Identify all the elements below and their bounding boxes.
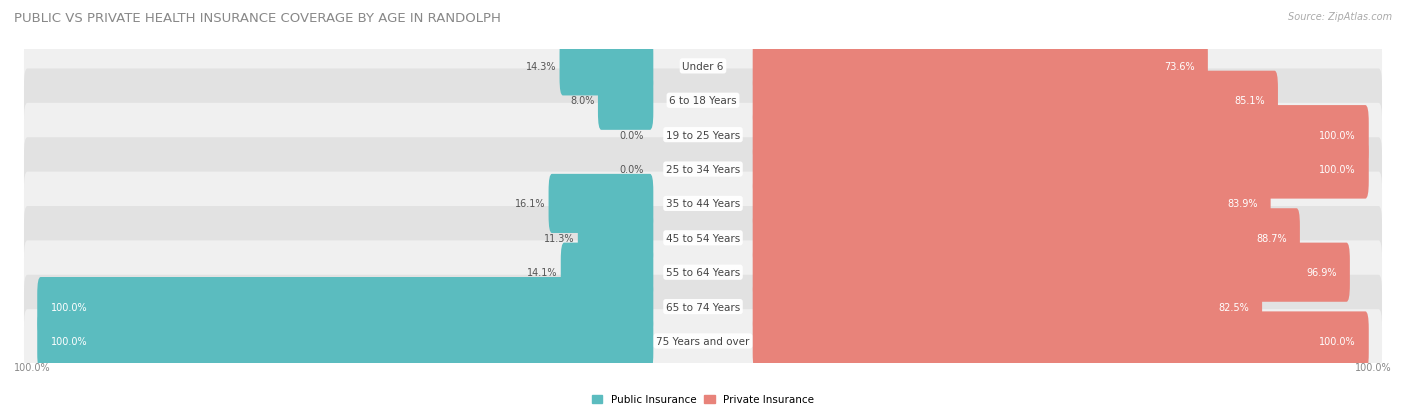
Text: 16.1%: 16.1%: [515, 199, 546, 209]
Text: 100.0%: 100.0%: [51, 336, 87, 346]
FancyBboxPatch shape: [752, 140, 1369, 199]
FancyBboxPatch shape: [752, 71, 1278, 131]
Text: 35 to 44 Years: 35 to 44 Years: [666, 199, 740, 209]
FancyBboxPatch shape: [24, 138, 1382, 202]
Text: 6 to 18 Years: 6 to 18 Years: [669, 96, 737, 106]
FancyBboxPatch shape: [24, 172, 1382, 236]
Text: 19 to 25 Years: 19 to 25 Years: [666, 131, 740, 140]
Text: 14.3%: 14.3%: [526, 62, 557, 72]
FancyBboxPatch shape: [752, 243, 1350, 302]
FancyBboxPatch shape: [752, 209, 1301, 268]
Text: 14.1%: 14.1%: [527, 268, 557, 278]
FancyBboxPatch shape: [752, 312, 1369, 370]
Text: 0.0%: 0.0%: [619, 131, 644, 140]
Text: 82.5%: 82.5%: [1218, 302, 1249, 312]
Text: Under 6: Under 6: [682, 62, 724, 72]
Text: 8.0%: 8.0%: [571, 96, 595, 106]
Text: 83.9%: 83.9%: [1227, 199, 1257, 209]
Text: 100.0%: 100.0%: [51, 302, 87, 312]
Text: Source: ZipAtlas.com: Source: ZipAtlas.com: [1288, 12, 1392, 22]
Text: 88.7%: 88.7%: [1256, 233, 1286, 243]
FancyBboxPatch shape: [37, 312, 654, 370]
FancyBboxPatch shape: [37, 278, 654, 336]
Legend: Public Insurance, Private Insurance: Public Insurance, Private Insurance: [588, 390, 818, 408]
FancyBboxPatch shape: [24, 69, 1382, 133]
Text: 73.6%: 73.6%: [1164, 62, 1195, 72]
Text: 11.3%: 11.3%: [544, 233, 575, 243]
Text: 100.0%: 100.0%: [1319, 165, 1355, 175]
Text: 45 to 54 Years: 45 to 54 Years: [666, 233, 740, 243]
FancyBboxPatch shape: [561, 243, 654, 302]
Text: 65 to 74 Years: 65 to 74 Years: [666, 302, 740, 312]
FancyBboxPatch shape: [24, 275, 1382, 339]
FancyBboxPatch shape: [24, 206, 1382, 270]
Text: PUBLIC VS PRIVATE HEALTH INSURANCE COVERAGE BY AGE IN RANDOLPH: PUBLIC VS PRIVATE HEALTH INSURANCE COVER…: [14, 12, 501, 25]
FancyBboxPatch shape: [560, 37, 654, 96]
Text: 100.0%: 100.0%: [1319, 336, 1355, 346]
FancyBboxPatch shape: [598, 71, 654, 131]
Text: 25 to 34 Years: 25 to 34 Years: [666, 165, 740, 175]
FancyBboxPatch shape: [548, 174, 654, 233]
FancyBboxPatch shape: [752, 37, 1208, 96]
FancyBboxPatch shape: [24, 35, 1382, 98]
Text: 100.0%: 100.0%: [1355, 363, 1392, 373]
FancyBboxPatch shape: [752, 106, 1369, 165]
FancyBboxPatch shape: [24, 241, 1382, 304]
Text: 85.1%: 85.1%: [1234, 96, 1265, 106]
Text: 75 Years and over: 75 Years and over: [657, 336, 749, 346]
Text: 96.9%: 96.9%: [1306, 268, 1337, 278]
Text: 0.0%: 0.0%: [619, 165, 644, 175]
FancyBboxPatch shape: [752, 174, 1271, 233]
Text: 55 to 64 Years: 55 to 64 Years: [666, 268, 740, 278]
FancyBboxPatch shape: [24, 104, 1382, 167]
FancyBboxPatch shape: [752, 278, 1263, 336]
Text: 100.0%: 100.0%: [14, 363, 51, 373]
FancyBboxPatch shape: [578, 209, 654, 268]
Text: 100.0%: 100.0%: [1319, 131, 1355, 140]
FancyBboxPatch shape: [24, 309, 1382, 373]
